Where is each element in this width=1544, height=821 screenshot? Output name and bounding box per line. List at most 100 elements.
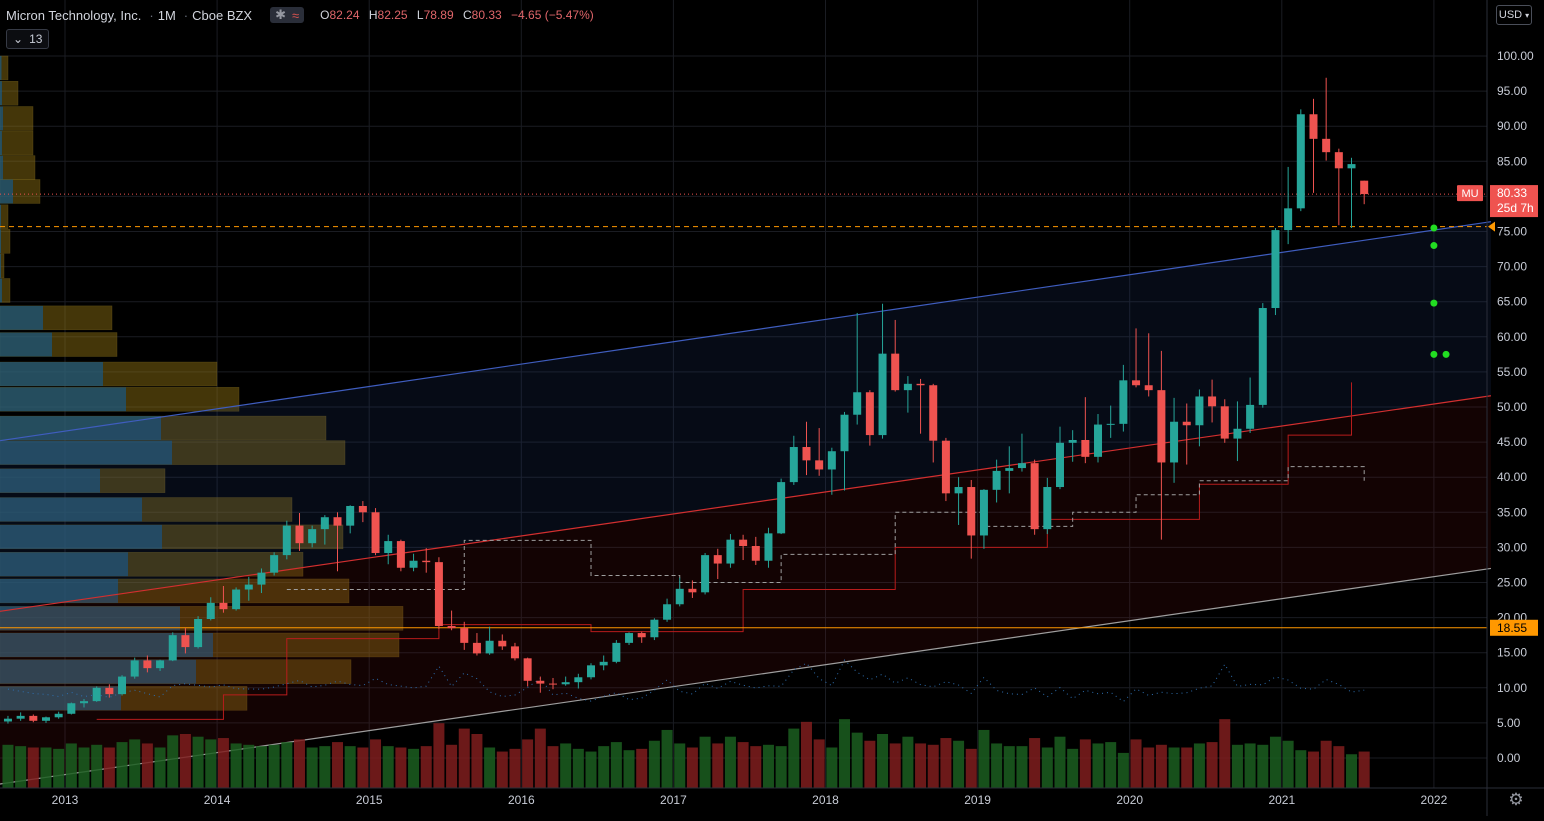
indicators-toggle-button[interactable]: ⌄ 13: [6, 29, 50, 49]
candle-body: [92, 687, 101, 702]
volume-ma-line: [7, 659, 1365, 703]
candle-body: [1246, 404, 1255, 429]
price-tick-label: 5.00: [1497, 716, 1521, 730]
candle-body: [1322, 138, 1331, 153]
volume-bar: [991, 743, 1003, 788]
indicator-count: 13: [29, 32, 43, 46]
volume-profile-bar-inner: [0, 362, 103, 386]
volume-bar: [788, 728, 800, 788]
volume-bar: [737, 742, 749, 788]
candle-body: [320, 517, 329, 530]
symbol-legend[interactable]: Micron Technology, Inc. · 1M · Cboe BZX ✱ ≈ …: [6, 6, 594, 24]
volume-bar: [91, 744, 103, 788]
candle-body: [764, 533, 773, 561]
candle-body: [1296, 114, 1305, 209]
symbol-title[interactable]: Micron Technology, Inc. · 1M · Cboe BZX: [6, 7, 253, 23]
volume-profile-bar-inner: [0, 524, 162, 549]
candle-body: [650, 619, 659, 638]
volume-profile-bar-inner: [0, 552, 128, 577]
ticker-badge-label: MU: [1461, 188, 1478, 200]
volume-bar: [610, 742, 622, 788]
candle-body: [1017, 463, 1026, 469]
currency-button[interactable]: USD ▾: [1496, 5, 1532, 25]
volume-bar: [598, 746, 610, 788]
volume-bar: [509, 748, 521, 788]
volume-bar: [433, 723, 445, 788]
candle-body: [422, 560, 431, 563]
price-tick-label: 95.00: [1497, 84, 1527, 98]
volume-bar: [1092, 743, 1104, 788]
candle-body: [815, 460, 824, 470]
candle-body: [802, 447, 811, 461]
candle-body: [587, 665, 596, 678]
volume-bar: [446, 744, 458, 788]
volume-bar: [370, 739, 382, 788]
high-value: 82.25: [377, 8, 408, 22]
candle-body: [663, 604, 672, 620]
candle-body: [637, 633, 646, 638]
candle-body: [612, 642, 621, 662]
time-tick-label: 2020: [1116, 793, 1143, 807]
candle-body: [1094, 424, 1103, 457]
legend-actions[interactable]: ✱ ≈: [270, 7, 305, 23]
candle-body: [1119, 380, 1128, 424]
candle-body: [929, 385, 938, 441]
volume-bar: [319, 746, 331, 788]
candle-body: [1157, 390, 1166, 463]
time-tick-label: 2015: [356, 793, 383, 807]
signal-dot: [1430, 299, 1438, 307]
level-badge: [1490, 619, 1538, 636]
volume-bar: [357, 747, 369, 788]
price-tick-label: 50.00: [1497, 400, 1527, 414]
volume-bar: [1155, 744, 1167, 788]
volume-bar: [699, 736, 711, 788]
volume-profile-bar-inner: [0, 253, 1, 278]
asterisk-icon[interactable]: ✱: [275, 7, 287, 22]
candle-body: [548, 683, 557, 685]
candle-body: [726, 539, 735, 564]
volume-bar: [344, 746, 356, 788]
candle-body: [1233, 428, 1242, 439]
volume-profile-bar: [0, 229, 11, 254]
candle-body: [371, 512, 380, 554]
candle-body: [1132, 380, 1141, 386]
volume-bar: [648, 740, 660, 788]
volume-profile-bar-inner: [0, 416, 161, 441]
candle-body: [751, 545, 760, 561]
volume-bar: [382, 746, 394, 788]
gear-icon[interactable]: ⚙: [1508, 790, 1524, 809]
volume-bar: [953, 740, 965, 788]
candle-body: [777, 482, 786, 534]
low-value: 78.89: [423, 8, 454, 22]
price-tick-label: 35.00: [1497, 505, 1527, 519]
candle-body: [1055, 442, 1064, 488]
candle-body: [270, 555, 279, 573]
volume-bar: [1168, 747, 1180, 788]
candle-body: [1081, 439, 1090, 457]
volume-profile-bar-inner: [0, 633, 213, 657]
volume-bar: [408, 748, 420, 788]
volume-bar: [965, 748, 977, 788]
wave-icon[interactable]: ≈: [292, 7, 300, 23]
volume-bar: [1054, 736, 1066, 788]
candle-body: [3, 718, 12, 722]
volume-bar: [205, 739, 217, 788]
volume-bar: [572, 748, 584, 788]
candle-body: [713, 555, 722, 564]
volume-bar: [978, 729, 990, 788]
volume-bar: [1346, 754, 1358, 788]
price-tick-label: 65.00: [1497, 295, 1527, 309]
candle-body: [979, 489, 988, 536]
candle-body: [181, 635, 190, 648]
price-tick-label: 0.00: [1497, 751, 1521, 765]
signal-dot: [1430, 350, 1438, 358]
candle-body: [409, 560, 418, 568]
white-dashed-step-line: [286, 466, 1365, 591]
volume-bar: [1358, 751, 1370, 788]
candle-body: [992, 470, 1001, 490]
price-badge-countdown: 25d 7h: [1497, 201, 1534, 215]
price-tick-label: 55.00: [1497, 365, 1527, 379]
volume-bar: [1130, 739, 1142, 788]
